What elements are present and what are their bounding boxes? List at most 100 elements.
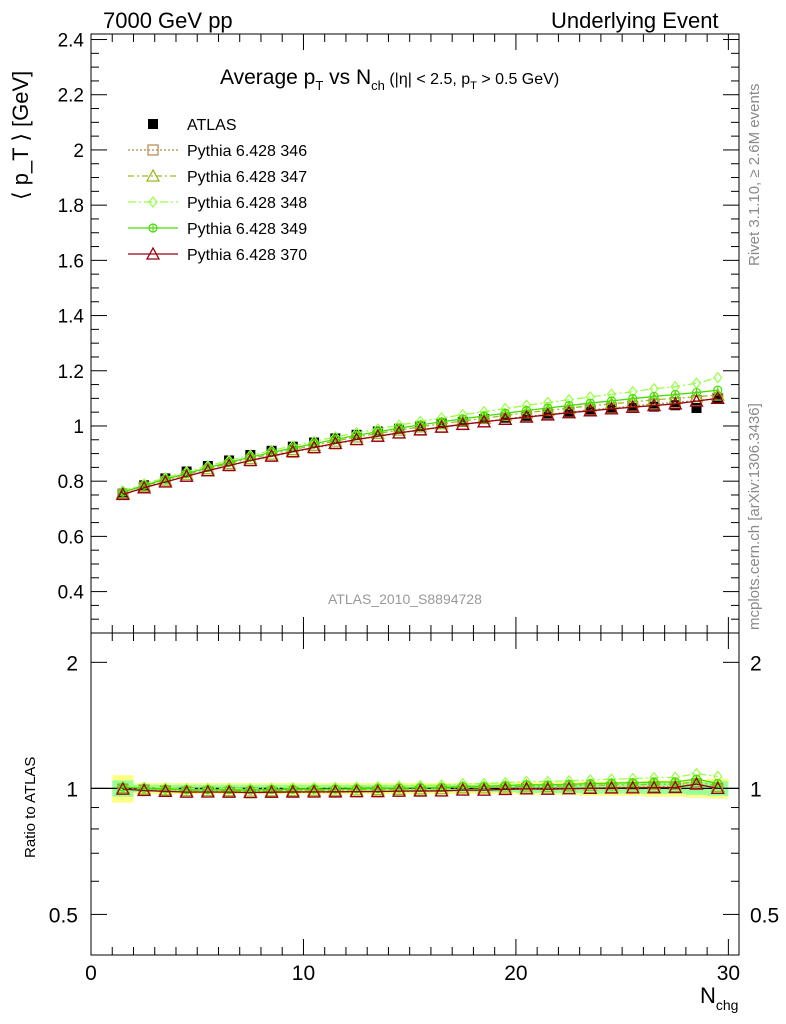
ratio-tick-label-right: 0.5 [750, 904, 779, 927]
x-tick-label: 10 [292, 962, 315, 985]
series-p347-point [455, 413, 470, 427]
ratio-tick-label-left: 1 [66, 778, 78, 801]
series-p370-ratio-point [306, 784, 322, 798]
legend-entry-p370: Pythia 6.428 370 [128, 246, 307, 264]
y-tick-label: 2 [73, 141, 84, 162]
series-p370-point [625, 399, 640, 413]
series-p370-ratio-point [264, 784, 279, 798]
series-p370-point [561, 405, 577, 419]
legend-marker [148, 223, 158, 233]
legend-label: ATLAS [187, 117, 237, 134]
series-p370-point [540, 407, 555, 421]
series-p348-ratio-line [122, 772, 718, 790]
series-p347-ratio-point [413, 781, 428, 795]
series-p370-point [434, 419, 449, 433]
series-p370-ratio-point [646, 780, 662, 794]
series-p370-point [455, 416, 470, 430]
ratio-tick-label-right: 1 [750, 778, 762, 801]
watermark-label: ATLAS_2010_S8894728 [328, 591, 482, 607]
legend-marker [148, 119, 158, 129]
series-atlas-point [670, 400, 681, 411]
header-right-label: Underlying Event [551, 8, 719, 33]
legend-entry-p346: Pythia 6.428 346 [128, 143, 307, 160]
series-atlas-point [627, 403, 638, 414]
series-p347-ratio-point [285, 783, 300, 797]
series-p370-ratio-point [137, 783, 152, 797]
series-p370-point [689, 393, 704, 407]
legend-marker [145, 246, 161, 260]
y-tick-label: 1 [73, 417, 84, 438]
legend-entry-p349: Pythia 6.428 349 [128, 221, 307, 238]
series-p370-ratio-point [710, 781, 725, 795]
x-tick-label: 30 [717, 962, 740, 985]
series-p370-point [349, 432, 364, 446]
series-p370-point [498, 411, 513, 425]
series-p370-point [328, 436, 343, 450]
series-p347-ratio-point [498, 779, 513, 793]
series-p370-ratio-point [540, 781, 555, 795]
y-tick-label: 1.4 [58, 307, 85, 328]
series-p370-ratio-point [285, 784, 300, 798]
series-p347-point [434, 416, 449, 430]
series-p348-point [712, 371, 723, 384]
series-p370-ratio-point [179, 784, 194, 798]
legend-label: Pythia 6.428 349 [187, 221, 307, 238]
series-p347-ratio-point [540, 779, 555, 793]
legend: ATLAS Pythia 6.428 346 Pythia 6.428 347 Pyt… [128, 117, 307, 264]
legend-label: Pythia 6.428 346 [187, 143, 307, 160]
x-tick-label: 0 [85, 962, 97, 985]
series-p370-ratio-point [328, 784, 343, 798]
series-p370-point [710, 391, 725, 405]
series-p370-ratio-point [413, 783, 428, 797]
axes: 0 10 20 30 0.4 0.6 0.8 1 1.2 1.4 1.6 1.8 2 2.2 2.4 0.5 0… [49, 31, 779, 985]
series-p347-ratio-point [519, 778, 534, 792]
chart-title: Average pT vs Nch (|η| < 2.5, pT > 0.5 G… [220, 66, 559, 93]
series-p370-point [264, 448, 279, 462]
series-p370-point [306, 440, 322, 454]
series-p370-ratio-point [200, 784, 215, 798]
x-tick-label: 20 [504, 962, 527, 985]
ratio-plot [91, 767, 739, 803]
series-p370-point [179, 468, 194, 482]
legend-entry-p348: Pythia 6.428 348 [128, 195, 307, 212]
legend-marker [148, 196, 158, 208]
series-p370-ratio-line [122, 783, 718, 794]
legend-entry-atlas: ATLAS [148, 117, 237, 134]
series-p370-point [115, 487, 130, 501]
series-p370-point [370, 428, 385, 442]
series-p347-point [391, 422, 407, 436]
y-tick-label: 0.6 [58, 527, 84, 548]
series-p347-ratio-point [604, 777, 619, 791]
y-tick-label: 1.6 [58, 251, 84, 272]
series-p370-ratio-point [476, 782, 492, 796]
y-tick-label: 1.2 [58, 362, 84, 383]
series-p370-point [137, 480, 152, 494]
series-p370-ratio-point [370, 784, 385, 798]
series-atlas-point [691, 403, 702, 414]
ratio-tick-label-left: 0.5 [49, 904, 78, 927]
series-p370-ratio-point [519, 781, 534, 795]
series-p347-point [476, 410, 492, 424]
series-p370-point [200, 463, 215, 477]
legend-label: Pythia 6.428 348 [187, 195, 307, 212]
series-p370-point [583, 403, 598, 417]
series-p370-ratio-point [689, 776, 704, 790]
series-p370-point [604, 401, 619, 415]
series-p370-ratio-point [434, 783, 449, 797]
series-p370-point [391, 425, 407, 439]
series-p370-point [285, 444, 300, 458]
legend-label: Pythia 6.428 370 [187, 247, 307, 264]
series-p370-ratio-point [604, 780, 619, 794]
y-tick-label: 0.4 [58, 583, 85, 604]
series-p370-point [519, 409, 534, 423]
series-p347-ratio-point [434, 781, 449, 795]
series-p370-ratio-point [349, 784, 364, 798]
series-p347-point [413, 419, 428, 433]
y-tick-label: 2.2 [58, 86, 84, 107]
series-p370-ratio-point [583, 781, 598, 795]
series-p347-point [498, 408, 513, 422]
series-p370-ratio-point [625, 780, 640, 794]
series-p370-ratio-point [158, 783, 173, 797]
ratio-tick-label-left: 2 [66, 652, 78, 675]
